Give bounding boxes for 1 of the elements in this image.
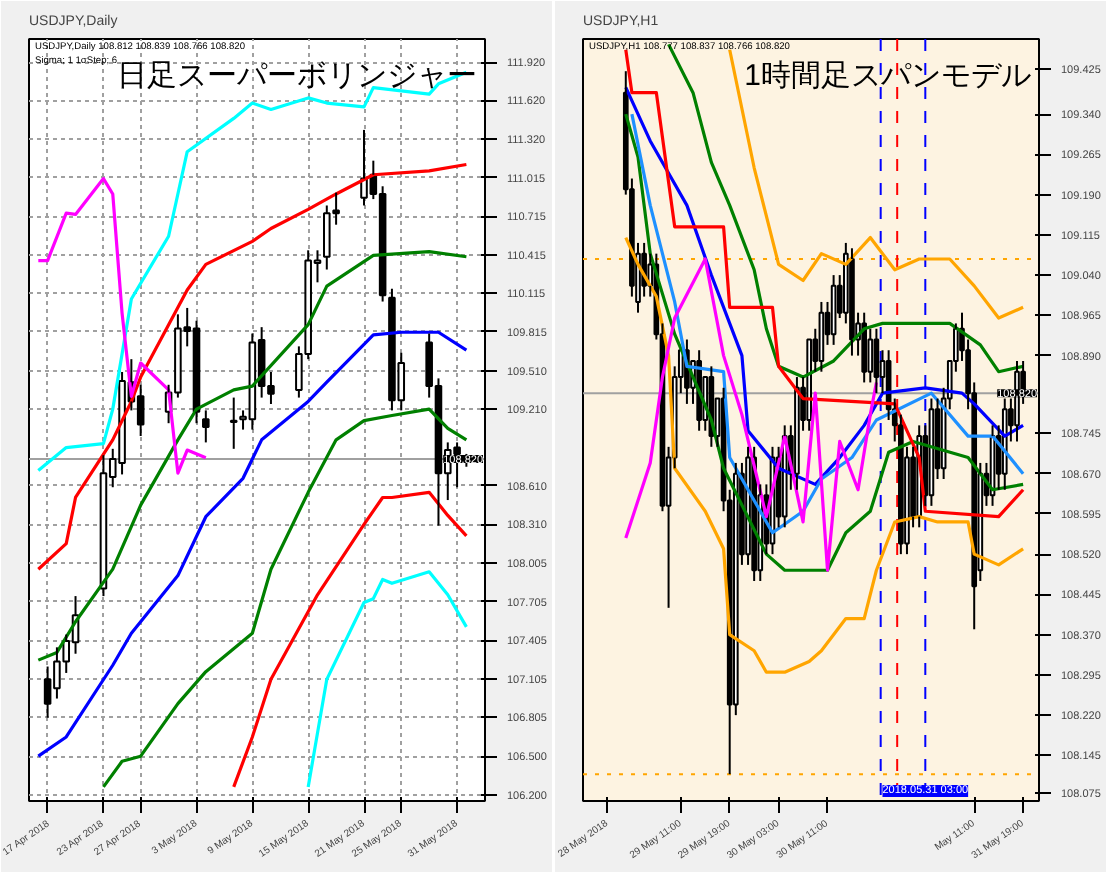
text: 1時間足スパンモデル: [744, 59, 1031, 93]
